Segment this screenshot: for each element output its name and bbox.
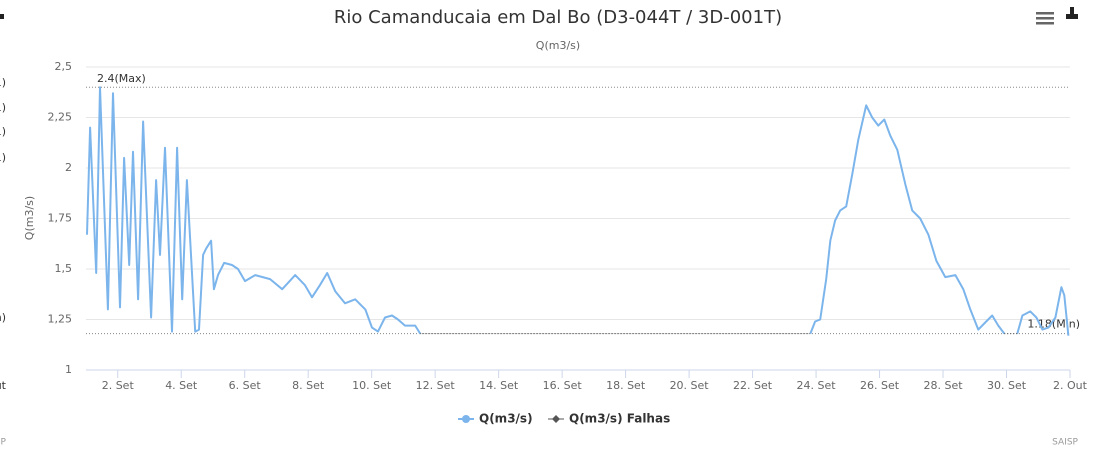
- export-icon[interactable]: [1066, 7, 1078, 19]
- y-tick-label: 2: [65, 161, 72, 174]
- y-tick-label: 2,5: [55, 60, 73, 73]
- x-tick-label: 18. Set: [606, 379, 646, 392]
- left-fragment: 1): [0, 101, 6, 114]
- credits: SAISP: [1052, 438, 1078, 448]
- x-tick-label: 10. Set: [352, 379, 392, 392]
- legend-label[interactable]: Q(m3/s) Falhas: [569, 412, 670, 426]
- menu-button[interactable]: [1036, 12, 1054, 25]
- y-tick-label: 2,25: [48, 111, 73, 124]
- left-fragment: 1): [0, 76, 6, 89]
- left-fragment: SAISP: [0, 438, 7, 448]
- y-tick-label: 1: [65, 363, 72, 376]
- left-fragment: n): [0, 311, 6, 324]
- x-tick-label: 4. Set: [165, 379, 198, 392]
- legend-symbol: [552, 415, 560, 423]
- x-tick-label: 26. Set: [860, 379, 900, 392]
- x-tick-label: 8. Set: [292, 379, 325, 392]
- y-tick-label: 1,5: [55, 262, 73, 275]
- x-tick-label: 20. Set: [670, 379, 710, 392]
- export-icon-left: [0, 14, 4, 19]
- x-tick-label: 22. Set: [733, 379, 773, 392]
- plot-line-label: 2.4(Max): [97, 72, 146, 85]
- y-axis-title: Q(m3/s): [23, 196, 36, 240]
- chart-subtitle: Q(m3/s): [536, 39, 580, 52]
- legend-symbol: [462, 415, 470, 423]
- x-tick-label: 16. Set: [543, 379, 583, 392]
- left-fragment: 1): [0, 151, 6, 164]
- x-tick-label: 12. Set: [416, 379, 456, 392]
- chart-title: Rio Camanducaia em Dal Bo (D3-044T / 3D-…: [334, 7, 782, 28]
- y-tick-label: 1,75: [48, 212, 73, 225]
- x-tick-label: 30. Set: [987, 379, 1027, 392]
- series-line: [86, 86, 1070, 336]
- left-fragment: Out: [0, 379, 7, 392]
- x-tick-label: 2. Set: [102, 379, 135, 392]
- x-tick-label: 24. Set: [797, 379, 837, 392]
- x-tick-label: 14. Set: [479, 379, 519, 392]
- legend-label[interactable]: Q(m3/s): [479, 412, 533, 426]
- y-tick-label: 1,25: [48, 313, 73, 326]
- left-fragment: 1): [0, 125, 6, 138]
- x-tick-label: 28. Set: [924, 379, 964, 392]
- x-tick-label: 2. Out: [1053, 379, 1088, 392]
- x-tick-label: 6. Set: [229, 379, 262, 392]
